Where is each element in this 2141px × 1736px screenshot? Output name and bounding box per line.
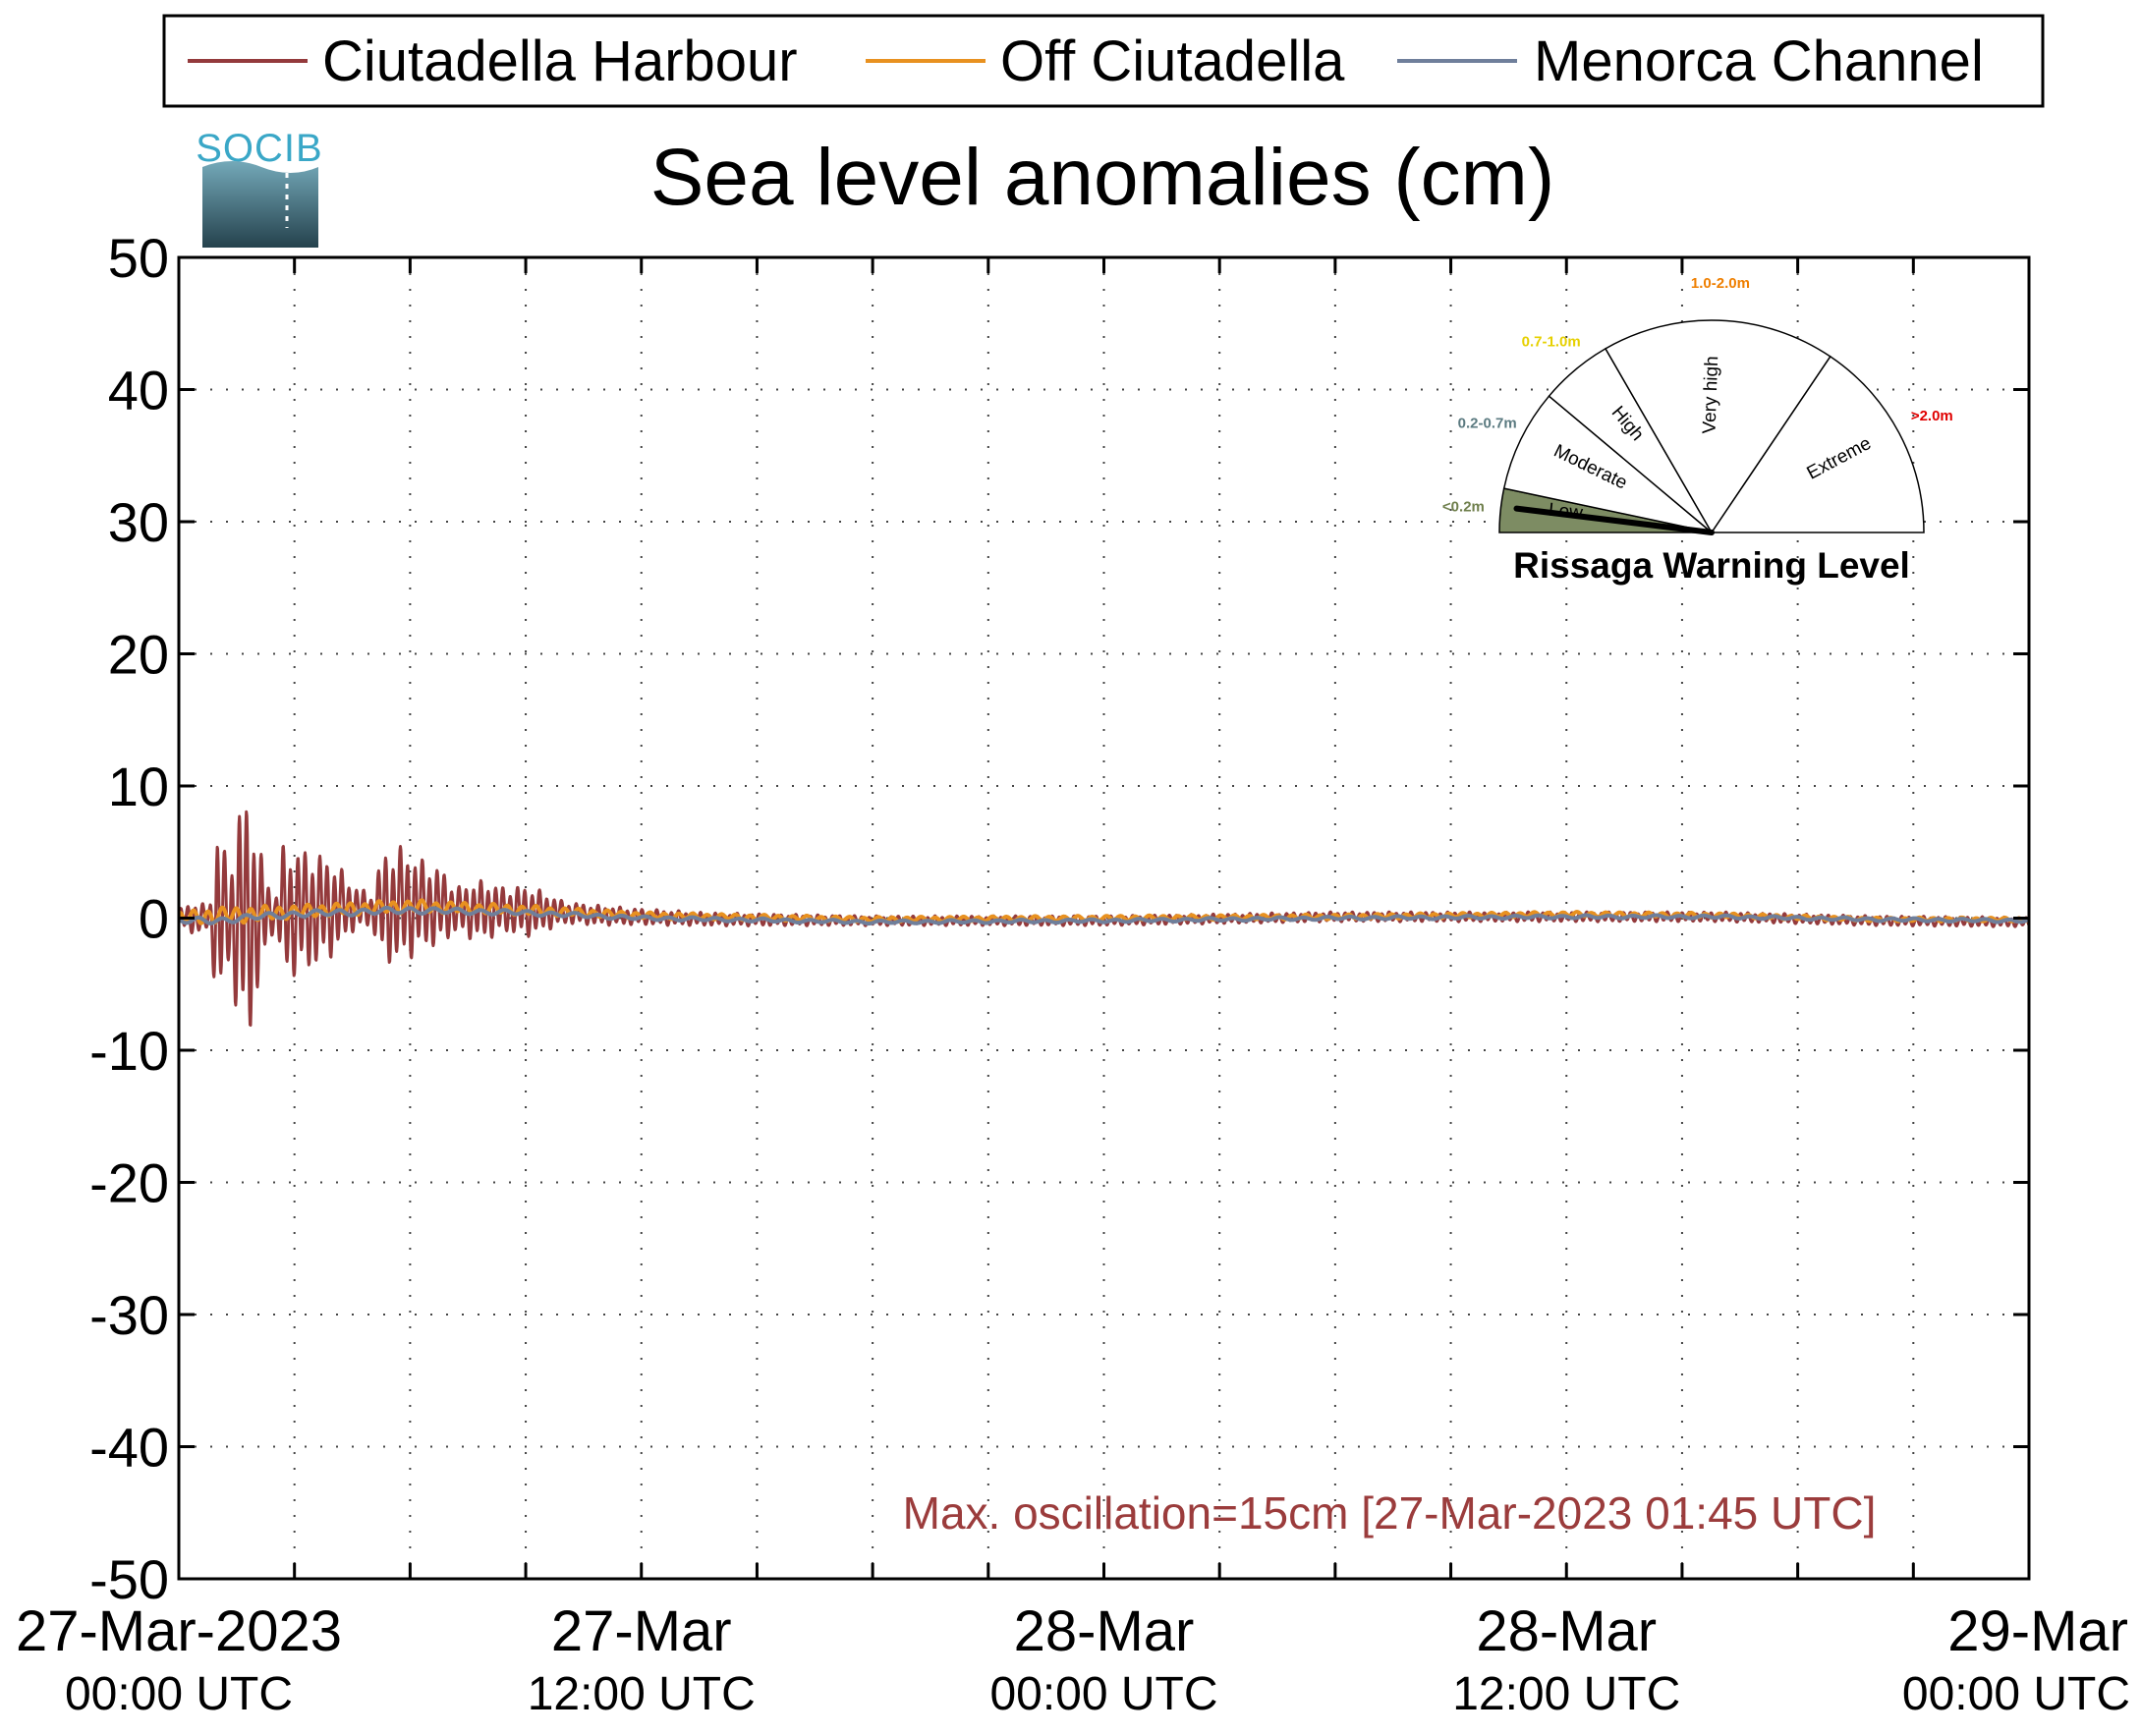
y-tick-label: -30 [89,1284,169,1346]
y-tick-label: 10 [108,756,169,817]
y-tick-label: 30 [108,491,169,553]
y-tick-label: 40 [108,360,169,421]
gauge-sector-extreme [1710,355,1925,533]
gauge-title: Rissaga Warning Level [1513,545,1910,586]
socib-logo: SOCIB [196,127,322,248]
gauge-needle [1513,505,1715,535]
gauge-sector-moderate [1502,395,1713,533]
x-tick-time-label: 12:00 UTC [528,1668,756,1720]
x-tick-time-label: 00:00 UTC [65,1668,293,1720]
x-tick-time-label: 00:00 UTC [1902,1668,2130,1720]
y-tick-label: -40 [89,1417,169,1479]
legend-label-off: Off Ciutadella [1000,29,1345,93]
y-tick-label: -50 [89,1548,169,1610]
gauge-range-label: >2.0m [1911,408,1953,424]
y-tick-label: -10 [89,1020,169,1082]
x-tick-time-label: 00:00 UTC [989,1668,1217,1720]
gauge-range-label: <0.2m [1442,498,1485,515]
max-oscillation-annotation: Max. oscillation=15cm [27-Mar-2023 01:45… [903,1487,1877,1539]
legend-box [162,14,2045,108]
gauge-sector-label: Very high [1700,356,1723,434]
logo-wave [202,161,318,248]
y-tick-label: 20 [108,624,169,686]
gauge-range-label: 0.7-1.0m [1522,333,1581,350]
y-axis: 50 40 30 20 10 0 -10 -20 -30 -40 -50 [89,227,2029,1610]
x-tick-date-label: 27-Mar-2023 [16,1599,342,1663]
x-tick-date-label: 29-Mar [1947,1599,2128,1663]
legend: Ciutadella Harbour Off Ciutadella Menorc… [162,14,2045,108]
x-tick-date-label: 28-Mar [1014,1599,1195,1663]
x-tick-date-label: 28-Mar [1476,1599,1657,1663]
gauge-range-label: 0.2-0.7m [1458,416,1517,432]
x-tick-date-label: 27-Mar [551,1599,732,1663]
rissaga-gauge: Rissaga Warning Level Low<0.2mModerate0.… [1442,275,1953,586]
y-tick-label: -20 [89,1152,169,1214]
y-tick-label: 50 [108,227,169,289]
gauge-sector-very-high [1604,319,1831,534]
gauge-range-label: 1.0-2.0m [1691,275,1750,292]
x-tick-time-label: 12:00 UTC [1452,1668,1680,1720]
legend-label-harbour: Ciutadella Harbour [322,29,798,93]
series-lines [177,810,2031,1027]
legend-label-channel: Menorca Channel [1534,29,1984,93]
series-line-channel [177,905,2031,926]
chart-title: Sea level anomalies (cm) [650,133,1555,222]
y-tick-label: 0 [139,888,169,950]
